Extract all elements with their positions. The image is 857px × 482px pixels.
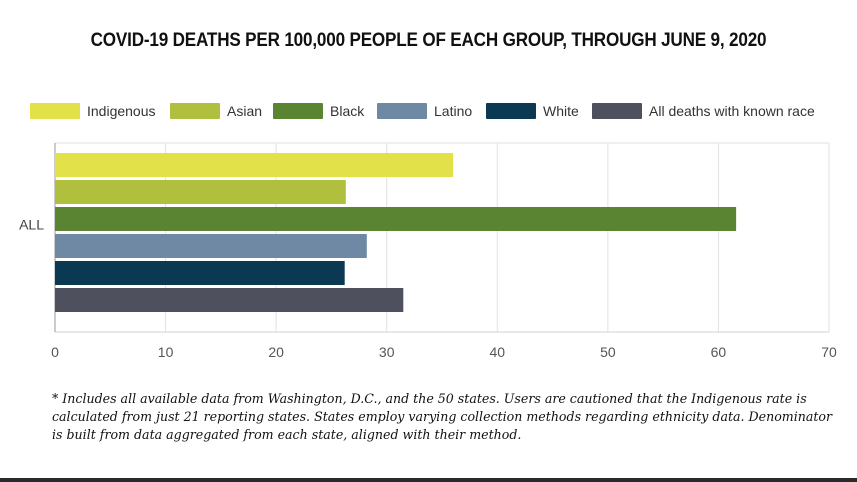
category-label: ALL bbox=[19, 217, 44, 233]
bar-indigenous bbox=[55, 153, 454, 177]
bar-latino bbox=[55, 234, 367, 258]
legend-item-black[interactable]: Black bbox=[273, 101, 364, 121]
legend-label: Black bbox=[330, 103, 365, 119]
legend-swatch bbox=[486, 103, 536, 119]
x-tick-label: 60 bbox=[711, 344, 727, 360]
legend-item-indigenous[interactable]: Indigenous bbox=[30, 101, 156, 121]
bar-asian bbox=[55, 180, 346, 204]
x-tick-label: 70 bbox=[821, 344, 837, 360]
x-tick-label: 20 bbox=[268, 344, 284, 360]
bar-chart: 0 10 20 30 40 50 60 70 ALL bbox=[19, 142, 837, 360]
legend-label: All deaths with known race bbox=[649, 103, 815, 119]
legend-label: Asian bbox=[227, 103, 263, 119]
x-tick-label: 10 bbox=[158, 344, 174, 360]
legend-label: Indigenous bbox=[87, 103, 156, 119]
bottom-rule bbox=[0, 478, 857, 482]
legend-swatch bbox=[30, 103, 80, 119]
x-tick-label: 30 bbox=[379, 344, 395, 360]
x-tick-label: 50 bbox=[600, 344, 616, 360]
legend-item-asian[interactable]: Asian bbox=[170, 101, 262, 121]
legend-item-latino[interactable]: Latino bbox=[377, 101, 472, 121]
x-tick-label: 0 bbox=[51, 344, 59, 360]
bar-all-deaths-with-known-race bbox=[55, 288, 404, 312]
footnote: * Includes all available data from Washi… bbox=[52, 391, 833, 442]
legend-swatch bbox=[592, 103, 642, 119]
legend-swatch bbox=[170, 103, 220, 119]
legend-label: Latino bbox=[434, 103, 473, 119]
x-tick-label: 40 bbox=[489, 344, 505, 360]
bar-white bbox=[55, 261, 345, 285]
legend-item-all-known-race[interactable]: All deaths with known race bbox=[592, 101, 815, 121]
legend-item-white[interactable]: White bbox=[486, 101, 579, 121]
chart-title: COVID-19 DEATHS PER 100,000 PEOPLE OF EA… bbox=[90, 30, 767, 51]
legend-label: White bbox=[543, 103, 579, 119]
legend-swatch bbox=[273, 103, 323, 119]
legend-swatch bbox=[377, 103, 427, 119]
bar-black bbox=[55, 207, 737, 231]
